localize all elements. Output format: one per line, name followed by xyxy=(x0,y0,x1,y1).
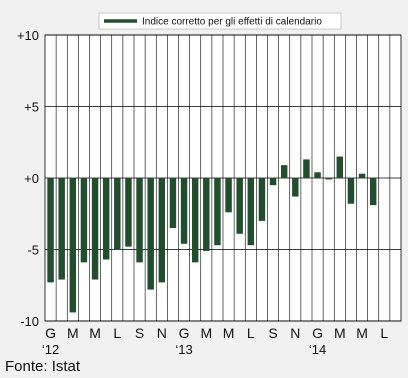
year-label: ‘14 xyxy=(309,342,326,356)
source-note: Fonte: Istat xyxy=(5,358,81,375)
legend-label: Indice corretto per gli effetti di calen… xyxy=(142,17,322,28)
bar xyxy=(225,178,232,213)
bar xyxy=(191,178,199,263)
bar-chart: Indice corretto per gli effetti di calen… xyxy=(17,12,402,356)
legend: Indice corretto per gli effetti di calen… xyxy=(98,12,342,30)
bar xyxy=(58,178,65,280)
bar xyxy=(247,178,255,246)
y-tick-label: +0 xyxy=(24,171,39,186)
x-tick-label: S xyxy=(268,325,277,341)
bar xyxy=(136,178,143,263)
bar xyxy=(280,165,288,178)
bar xyxy=(314,172,321,178)
year-label: ‘12 xyxy=(42,342,59,356)
bar xyxy=(325,178,332,180)
bar xyxy=(158,178,166,283)
bar xyxy=(80,178,88,263)
bar xyxy=(69,178,77,313)
x-tick-label: M xyxy=(67,325,79,341)
bar xyxy=(258,178,266,221)
bar xyxy=(91,178,99,280)
bar xyxy=(102,178,110,260)
bar xyxy=(292,178,299,197)
x-tick-label: G xyxy=(45,325,56,341)
bar xyxy=(358,173,366,178)
bars xyxy=(47,156,377,313)
bar xyxy=(47,178,54,283)
bar xyxy=(214,178,221,246)
x-tick-label: M xyxy=(334,325,346,341)
x-tick-label: M xyxy=(223,325,235,341)
x-tick-label: S xyxy=(135,325,144,341)
legend-box xyxy=(98,12,342,30)
y-axis-tick-labels: +10 +5 +0 -5 -10 xyxy=(17,28,39,329)
x-tick-label: L xyxy=(380,325,388,341)
y-tick-label: -10 xyxy=(20,314,39,329)
x-tick-label: M xyxy=(200,325,212,341)
x-tick-label: N xyxy=(157,325,167,341)
x-tick-label: M xyxy=(356,325,368,341)
bar xyxy=(347,178,355,204)
year-label: ‘13 xyxy=(175,342,192,356)
bar xyxy=(114,178,121,250)
bar xyxy=(203,178,210,251)
x-tick-label: L xyxy=(247,325,255,341)
plot-frame xyxy=(44,34,402,322)
x-tick-label: G xyxy=(179,325,190,341)
y-tick-label: -5 xyxy=(27,243,39,258)
bar xyxy=(169,178,177,229)
bar xyxy=(125,178,132,247)
x-tick-label: G xyxy=(312,325,323,341)
bar xyxy=(303,159,310,178)
x-axis-year-labels: ‘12 ‘13 ‘14 xyxy=(42,342,326,356)
x-tick-label: N xyxy=(290,325,300,341)
y-tick-label: +10 xyxy=(17,28,39,43)
bar xyxy=(336,156,344,178)
x-tick-label: M xyxy=(89,325,101,341)
x-tick-label: L xyxy=(113,325,121,341)
bar xyxy=(369,178,377,206)
y-tick-label: +5 xyxy=(24,100,39,115)
bar xyxy=(180,178,188,244)
bar xyxy=(269,178,277,186)
bar xyxy=(236,178,243,234)
bar xyxy=(147,178,154,290)
